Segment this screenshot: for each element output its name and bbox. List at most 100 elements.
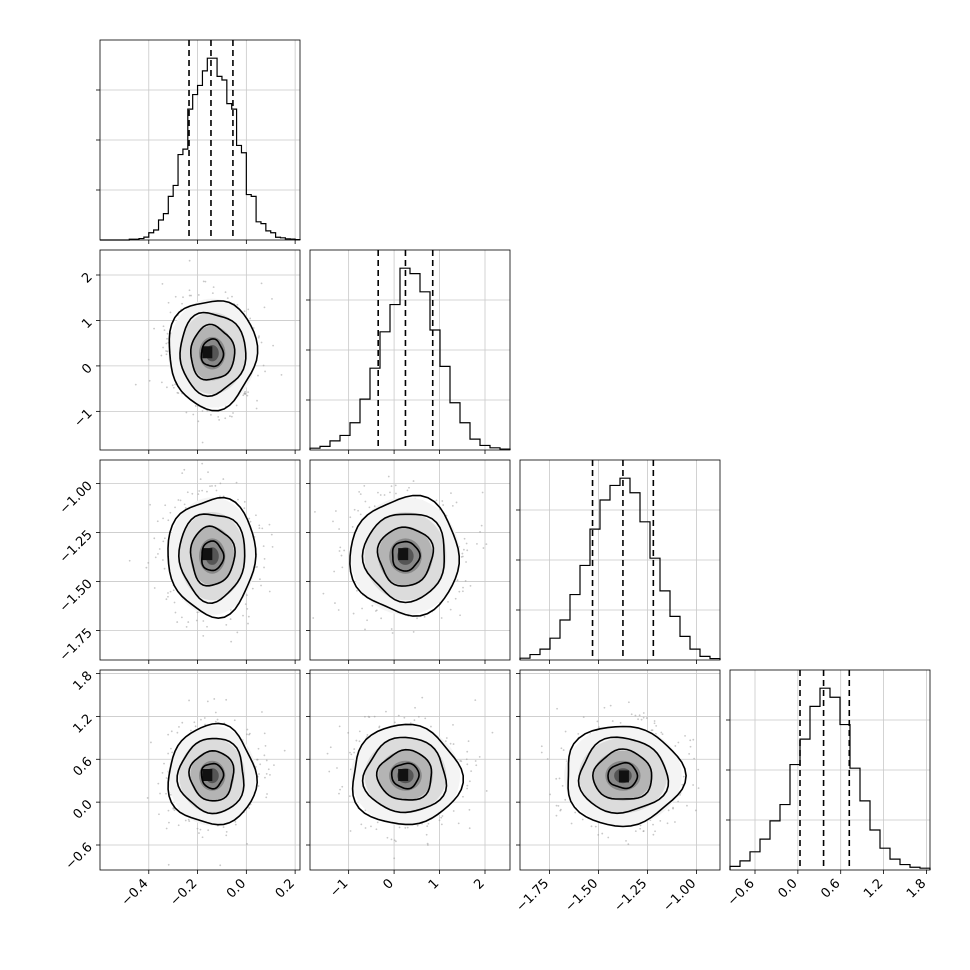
scatter-point — [156, 520, 159, 523]
scatter-point — [268, 590, 271, 593]
density-contour — [188, 749, 235, 802]
scatter-point — [258, 773, 260, 775]
scatter-point — [630, 713, 633, 716]
scatter-point — [341, 566, 344, 569]
scatter-point — [165, 792, 167, 795]
scatter-point — [674, 745, 677, 747]
scatter-point — [235, 481, 238, 484]
scatter-point — [682, 775, 685, 778]
x-tick-label: −1.75 — [513, 876, 552, 915]
scatter-point — [452, 810, 455, 812]
scatter-point — [334, 510, 337, 512]
scatter-point — [199, 243, 201, 245]
scatter-point — [174, 506, 176, 509]
scatter-point — [209, 485, 211, 488]
scatter-point — [590, 825, 593, 828]
scatter-point — [562, 749, 565, 751]
scatter-point — [607, 836, 610, 839]
scatter-point — [206, 700, 209, 703]
scatter-point — [229, 618, 232, 620]
scatter-point — [360, 823, 363, 826]
density-contour — [179, 311, 247, 398]
scatter-point — [165, 777, 168, 779]
scatter-point — [260, 282, 263, 285]
scatter-point — [176, 621, 179, 623]
density-contour — [577, 736, 670, 815]
scatter-point — [359, 493, 362, 496]
scatter-point — [179, 499, 182, 502]
scatter-point — [213, 698, 216, 700]
scatter-point — [677, 741, 680, 744]
scatter-point — [217, 415, 220, 418]
scatter-point — [246, 843, 248, 845]
density-contour — [167, 496, 257, 620]
scatter-point — [171, 751, 174, 754]
scatter-point — [368, 506, 371, 509]
scatter-point — [176, 391, 179, 394]
scatter-point — [147, 358, 150, 361]
scatter-point — [387, 475, 390, 478]
scatter-point — [581, 818, 584, 821]
scatter-point — [370, 825, 372, 828]
scatter-point — [219, 864, 222, 867]
scatter-point — [555, 777, 558, 780]
scatter-point — [449, 742, 452, 745]
scatter-point — [184, 819, 187, 822]
scatter-point — [339, 546, 342, 549]
scatter-point — [677, 800, 680, 803]
scatter-point — [462, 795, 464, 798]
scatter-point — [255, 514, 257, 517]
scatter-point — [491, 731, 494, 734]
scatter-point — [235, 404, 238, 407]
scatter-point — [438, 819, 441, 822]
scatter-point — [258, 335, 260, 338]
scatter-point — [694, 809, 697, 812]
scatter-point — [182, 296, 184, 299]
scatter-point — [202, 280, 205, 283]
scatter-point — [380, 617, 383, 620]
scatter-point — [184, 507, 187, 509]
scatter-point — [337, 609, 340, 611]
density-panel-0-3: −0.4 −0.2 0.0 0.2 −0.6 0.0 0.6 1.2 1.8 — [63, 669, 301, 909]
scatter-point — [251, 587, 254, 590]
scatter-point — [390, 838, 393, 841]
scatter-point — [349, 768, 352, 771]
scatter-point — [174, 611, 177, 614]
scatter-point — [261, 711, 263, 713]
scatter-point — [634, 714, 637, 717]
scatter-point — [349, 830, 352, 832]
scatter-point — [627, 701, 630, 704]
scatter-point — [148, 379, 151, 382]
scatter-point — [181, 302, 183, 305]
scatter-point — [266, 793, 268, 795]
scatter-point — [165, 342, 168, 345]
scatter-point — [283, 749, 286, 752]
scatter-point — [211, 485, 213, 487]
scatter-point — [197, 294, 200, 296]
scatter-point — [322, 592, 325, 595]
scatter-point — [474, 699, 477, 702]
scatter-point — [172, 589, 175, 592]
density-contour — [177, 513, 246, 605]
scatter-point — [413, 719, 416, 722]
y-tick-label: −1.00 — [57, 479, 96, 518]
scatter-point — [357, 509, 360, 512]
scatter-point — [230, 640, 233, 643]
scatter-point — [361, 607, 363, 610]
scatter-point — [147, 562, 150, 564]
density-peak — [398, 769, 409, 781]
scatter-point — [457, 822, 460, 825]
scatter-point — [364, 628, 366, 631]
scatter-point — [328, 770, 331, 773]
scatter-point — [347, 731, 350, 734]
scatter-point — [598, 726, 600, 729]
scatter-point — [393, 857, 396, 860]
scatter-point — [196, 827, 199, 830]
scatter-point — [199, 828, 202, 831]
scatter-point — [210, 413, 212, 416]
scatter-point — [163, 567, 166, 570]
scatter-point — [169, 511, 172, 514]
scatter-point — [338, 792, 340, 795]
density-contour — [361, 513, 445, 604]
scatter-point — [215, 489, 218, 492]
